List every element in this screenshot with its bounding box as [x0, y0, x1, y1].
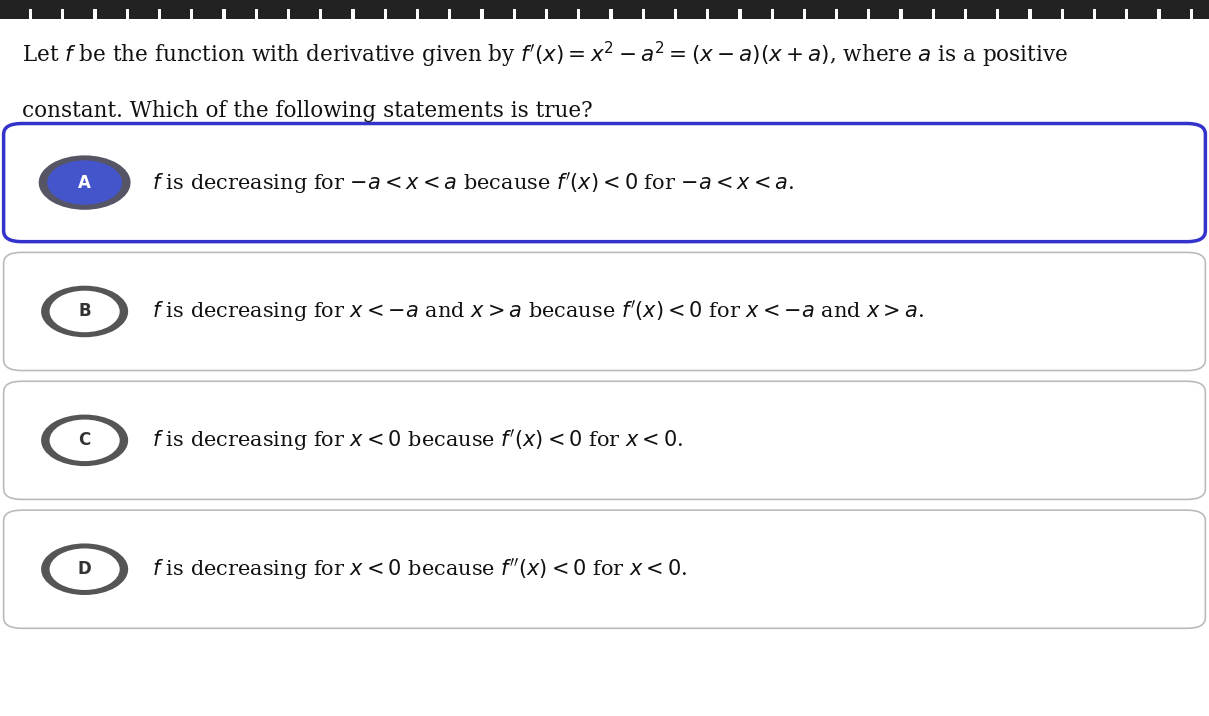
Text: $f$ is decreasing for $x < 0$ because $f'(x) < 0$ for $x < 0$.: $f$ is decreasing for $x < 0$ because $f… — [152, 427, 684, 453]
FancyBboxPatch shape — [4, 510, 1205, 629]
Bar — [354, 9, 383, 19]
Text: D: D — [77, 560, 92, 579]
Bar — [1031, 9, 1060, 19]
Bar — [420, 9, 449, 19]
Bar — [451, 9, 480, 19]
Bar — [193, 9, 222, 19]
Bar — [741, 9, 770, 19]
Bar — [967, 9, 996, 19]
Bar — [161, 9, 190, 19]
Bar — [774, 9, 803, 19]
Bar — [644, 9, 673, 19]
FancyBboxPatch shape — [4, 253, 1205, 371]
Bar — [903, 9, 932, 19]
Text: $f$ is decreasing for $x < -a$ and $x > a$ because $f'(x) < 0$ for $x < -a$ and : $f$ is decreasing for $x < -a$ and $x > … — [152, 299, 925, 324]
Circle shape — [41, 286, 128, 337]
Bar — [258, 9, 287, 19]
Text: Let $f$ be the function with derivative given by $f'(x) = x^2 - a^2 = (x-a)(x+a): Let $f$ be the function with derivative … — [22, 39, 1068, 69]
Text: B: B — [79, 302, 91, 321]
Bar — [33, 9, 62, 19]
Bar — [0, 9, 29, 19]
Bar — [1097, 9, 1126, 19]
Bar — [580, 9, 609, 19]
Bar — [1193, 9, 1209, 19]
Bar — [516, 9, 545, 19]
Text: constant. Which of the following statements is true?: constant. Which of the following stateme… — [22, 100, 592, 122]
Bar — [97, 9, 126, 19]
Bar — [1128, 9, 1157, 19]
Bar — [226, 9, 255, 19]
Bar — [64, 9, 93, 19]
Bar — [387, 9, 416, 19]
Bar — [1000, 9, 1029, 19]
Bar — [838, 9, 867, 19]
Text: $f$ is decreasing for $x < 0$ because $f''(x) < 0$ for $x < 0$.: $f$ is decreasing for $x < 0$ because $f… — [152, 556, 688, 582]
Bar — [677, 9, 706, 19]
Bar — [548, 9, 577, 19]
Circle shape — [41, 543, 128, 595]
Bar — [129, 9, 158, 19]
Circle shape — [50, 420, 120, 461]
Text: $f$ is decreasing for $-a < x < a$ because $f'(x) < 0$ for $-a < x < a$.: $f$ is decreasing for $-a < x < a$ becau… — [152, 170, 794, 195]
Text: A: A — [79, 173, 91, 192]
Circle shape — [50, 548, 120, 590]
Bar — [806, 9, 835, 19]
Circle shape — [39, 155, 131, 210]
Bar — [1161, 9, 1190, 19]
Bar — [935, 9, 964, 19]
Text: C: C — [79, 431, 91, 450]
FancyBboxPatch shape — [4, 123, 1205, 242]
Bar — [484, 9, 513, 19]
Bar — [613, 9, 642, 19]
Circle shape — [47, 160, 122, 205]
Bar — [0, 0, 1209, 9]
Circle shape — [41, 415, 128, 466]
Bar — [870, 9, 899, 19]
Circle shape — [50, 291, 120, 332]
Bar — [710, 9, 739, 19]
FancyBboxPatch shape — [4, 381, 1205, 500]
Bar — [290, 9, 319, 19]
Bar — [1064, 9, 1093, 19]
Bar — [323, 9, 352, 19]
